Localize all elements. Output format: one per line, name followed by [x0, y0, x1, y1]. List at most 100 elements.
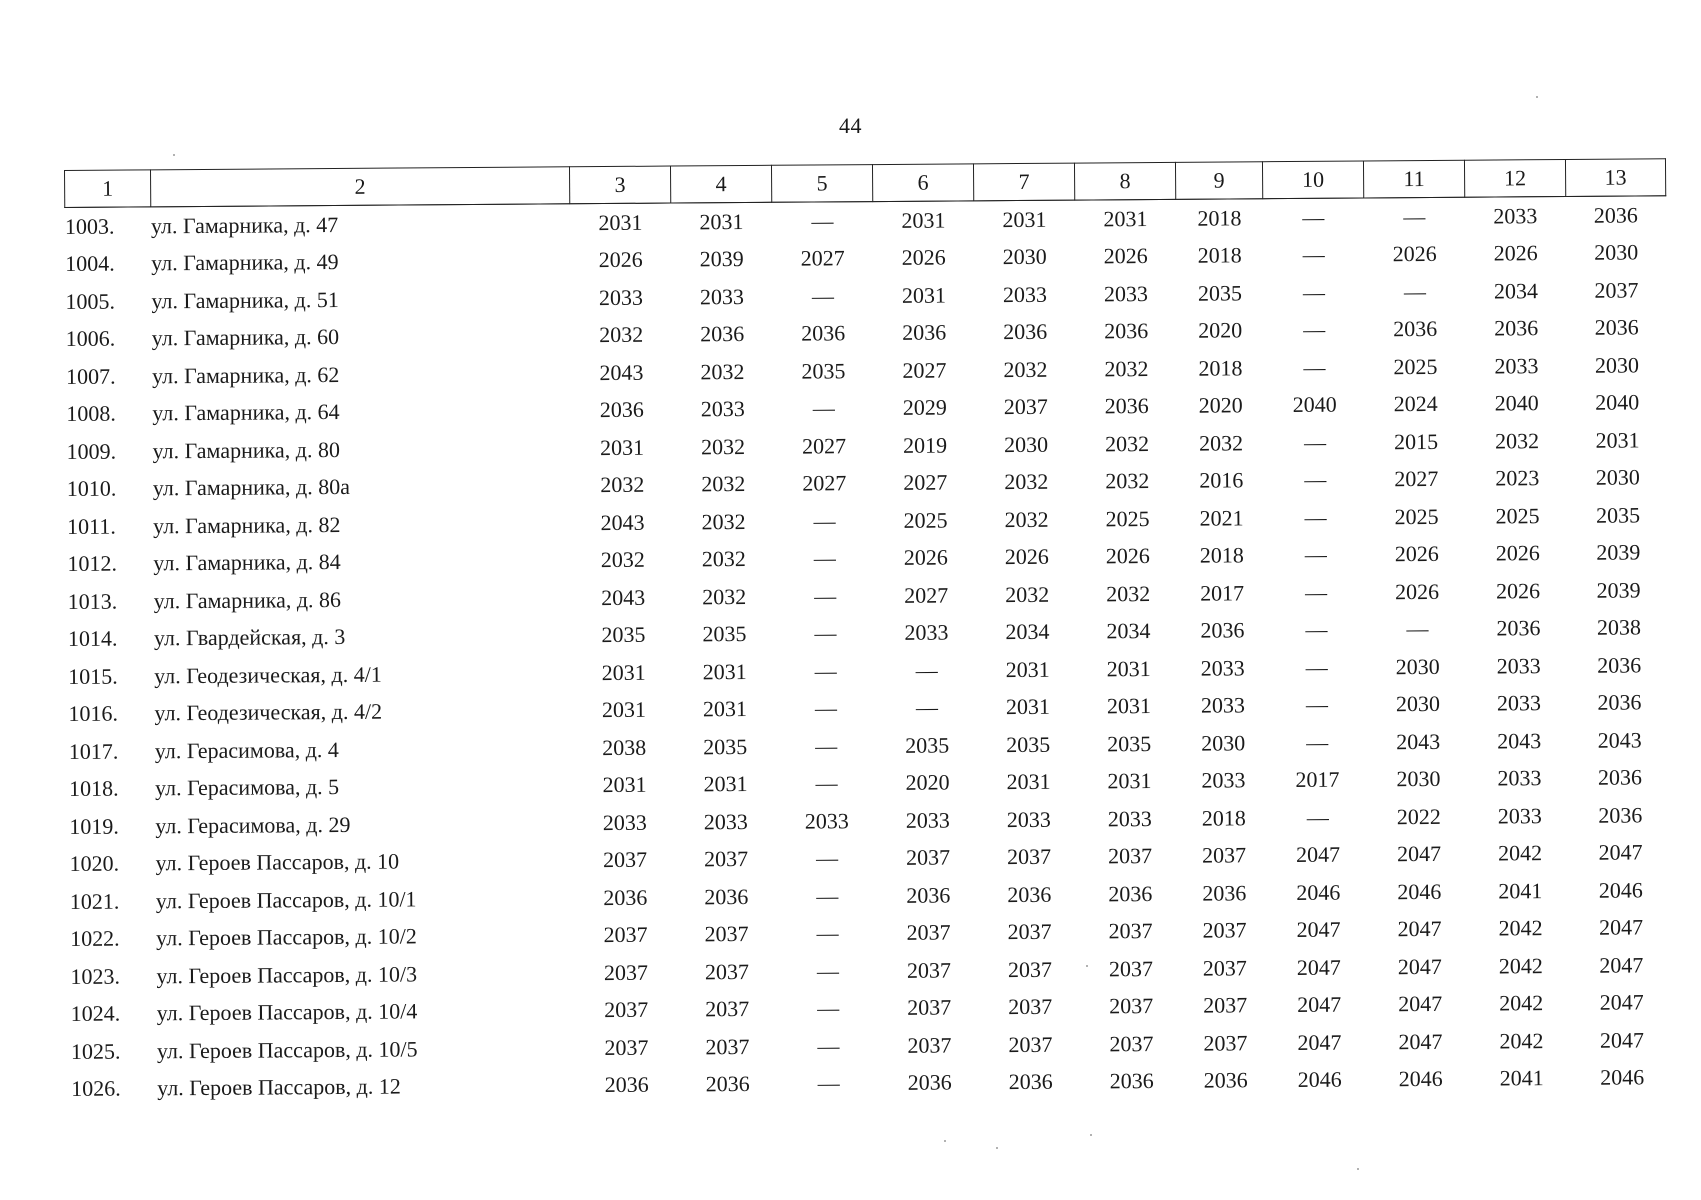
scan-speck — [173, 154, 175, 156]
year-cell-col-11: — — [1406, 616, 1429, 642]
year-cell-col-11: 2026 — [1394, 541, 1439, 567]
address-cell: ул. Гамарника, д. 82 — [153, 511, 341, 539]
year-cell-col-13: 2036 — [1593, 202, 1638, 228]
year-cell-col-7: 2032 — [1004, 506, 1049, 532]
year-cell-col-4: 2036 — [704, 883, 749, 910]
year-cell-col-6: 2020 — [905, 769, 950, 796]
year-cell-col-8: 2033 — [1107, 805, 1152, 832]
year-cell-col-5: — — [813, 508, 836, 534]
address-cell: ул. Гамарника, д. 62 — [151, 361, 340, 389]
address-cell: ул. Герасимова, д. 5 — [154, 774, 340, 801]
year-cell-col-3: 2031 — [599, 434, 645, 460]
year-cell-col-9: 2037 — [1203, 1030, 1248, 1056]
row-number: 1006. — [65, 325, 116, 352]
year-cell-col-4: 2031 — [702, 696, 748, 722]
year-cell-col-4: 2037 — [703, 846, 749, 872]
year-cell-col-13: 2047 — [1599, 914, 1644, 941]
year-cell-col-5: 2035 — [801, 358, 846, 384]
year-cell-col-10: — — [1303, 354, 1326, 380]
year-cell-col-5: — — [813, 545, 836, 571]
year-cell-col-7: 2037 — [1007, 919, 1052, 945]
year-cell-col-12: 2042 — [1499, 1027, 1544, 1054]
year-cell-col-9: 2018 — [1198, 355, 1243, 381]
year-cell-col-10: — — [1305, 691, 1329, 718]
scan-speck — [1090, 1134, 1092, 1136]
year-cell-col-4: 2032 — [702, 583, 747, 610]
row-number: 1011. — [67, 513, 116, 539]
year-cell-col-5: — — [815, 733, 838, 759]
year-cell-col-7: 2037 — [1007, 956, 1052, 982]
year-cell-col-6: 2037 — [907, 994, 952, 1021]
year-cell-col-10: — — [1305, 579, 1328, 605]
year-cell-col-7: 2032 — [1003, 356, 1048, 382]
column-header-1: 1 — [64, 169, 151, 208]
year-cell-col-11: 2047 — [1397, 953, 1442, 979]
year-cell-col-5: — — [817, 1070, 840, 1096]
scan-speck — [1357, 1168, 1359, 1170]
address-cell: ул. Гамарника, д. 84 — [153, 549, 341, 576]
year-cell-col-8: 2032 — [1105, 468, 1150, 494]
year-cell-col-4: 2031 — [703, 771, 748, 797]
year-cell-col-6: 2035 — [905, 732, 950, 758]
column-header-11: 11 — [1363, 160, 1465, 198]
year-cell-col-8: 2037 — [1109, 1030, 1154, 1057]
year-cell-col-5: — — [816, 920, 839, 946]
year-cell-col-8: 2034 — [1106, 618, 1151, 644]
year-cell-col-11: 2026 — [1395, 578, 1440, 605]
year-cell-col-3: 2037 — [604, 996, 649, 1023]
year-cell-col-10: — — [1306, 729, 1329, 755]
year-cell-col-12: 2036 — [1494, 315, 1539, 341]
year-cell-col-5: — — [817, 1033, 840, 1059]
row-number: 1003. — [64, 213, 115, 239]
year-cell-col-3: 2035 — [601, 622, 646, 648]
scan-speck — [1086, 965, 1088, 967]
year-cell-col-10: 2046 — [1296, 879, 1341, 905]
year-cell-col-10: — — [1302, 204, 1325, 230]
row-number: 1012. — [67, 550, 117, 577]
year-cell-col-11: 2046 — [1398, 1066, 1443, 1092]
address-cell: ул. Гамарника, д. 80 — [152, 436, 340, 464]
year-cell-col-12: 2026 — [1496, 577, 1541, 604]
year-cell-col-12: 2033 — [1493, 202, 1538, 229]
table-body: 1003. ул. Гамарника, д. 47 2031 2031 — 2031 20… — [65, 196, 1673, 1108]
year-cell-col-11: 2036 — [1393, 316, 1438, 342]
row-number: 1005. — [65, 288, 116, 314]
year-cell-col-6: 2036 — [907, 1069, 952, 1096]
year-cell-col-3: 2036 — [604, 1071, 649, 1098]
year-cell-col-6: 2037 — [905, 844, 951, 871]
year-cell-col-13: 2047 — [1599, 952, 1644, 978]
year-cell-col-12: 2034 — [1493, 277, 1539, 304]
year-cell-col-9: 2036 — [1202, 880, 1247, 906]
year-cell-col-12: 2036 — [1496, 615, 1541, 641]
year-cell-col-8: 2032 — [1104, 430, 1150, 457]
year-cell-col-6: 2036 — [906, 882, 951, 908]
year-cell-col-9: 2033 — [1200, 692, 1246, 718]
year-cell-col-4: 2032 — [700, 358, 745, 385]
year-cell-col-8: 2035 — [1107, 730, 1152, 757]
year-cell-col-11: 2024 — [1393, 391, 1438, 417]
column-header-8: 8 — [1074, 162, 1176, 201]
address-cell: ул. Гамарника, д. 80а — [152, 474, 351, 501]
year-cell-col-8: 2031 — [1103, 205, 1148, 232]
year-cell-col-9: 2016 — [1199, 467, 1244, 493]
year-cell-col-7: 2031 — [1006, 769, 1051, 795]
year-cell-col-10: 2047 — [1296, 916, 1341, 943]
year-cell-col-13: 2047 — [1599, 1027, 1645, 1053]
scan-speck — [996, 1147, 998, 1149]
row-number: 1017. — [68, 738, 119, 764]
address-cell: ул. Героев Пассаров, д. 12 — [157, 1073, 401, 1101]
year-cell-col-13: 2039 — [1596, 577, 1641, 603]
year-cell-col-10: 2046 — [1297, 1066, 1342, 1093]
year-cell-col-7: 2037 — [1008, 994, 1053, 1020]
row-number: 1007. — [65, 363, 116, 389]
address-cell: ул. Гамарника, д. 47 — [150, 211, 339, 239]
year-cell-col-10: — — [1302, 279, 1326, 305]
year-cell-col-6: 2029 — [902, 394, 947, 421]
year-cell-col-12: 2042 — [1499, 990, 1544, 1016]
row-number: 1010. — [66, 475, 117, 502]
year-cell-col-7: 2032 — [1005, 581, 1050, 607]
address-cell: ул. Герасимова, д. 4 — [154, 736, 339, 764]
year-cell-col-3: 2037 — [604, 1034, 649, 1060]
row-number: 1025. — [70, 1038, 121, 1064]
year-cell-col-12: 2043 — [1497, 727, 1542, 754]
